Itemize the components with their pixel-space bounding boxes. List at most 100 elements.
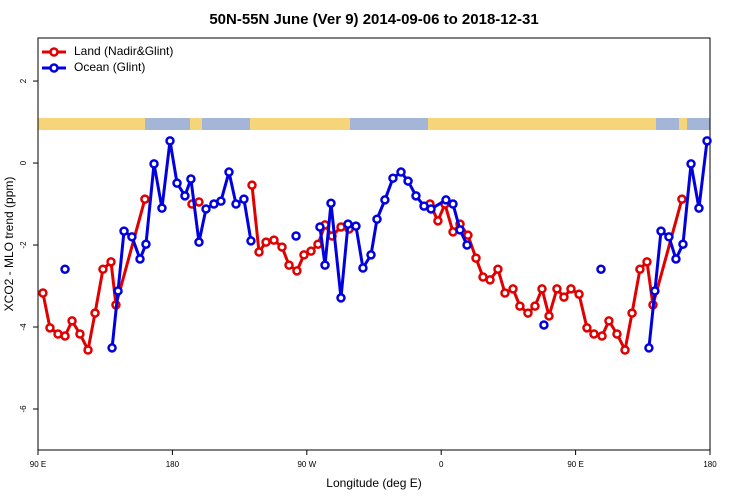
data-point [180,191,190,201]
data-point [247,180,257,190]
data-point [702,136,712,146]
data-point [67,316,77,326]
legend-label: Ocean (Glint) [74,60,145,74]
data-point [315,222,325,232]
data-point [336,293,346,303]
data-point [671,254,681,264]
data-point [127,232,137,242]
data-point [462,240,472,250]
data-point [246,236,256,246]
data-point [106,257,116,267]
y-tick-label: -6 [19,405,28,413]
data-point [485,275,495,285]
data-point [98,264,108,274]
data-point [320,260,330,270]
data-point [149,159,159,169]
data-point [530,301,540,311]
data-point [201,204,211,214]
data-point [508,284,518,294]
series [60,136,712,353]
data-point [455,225,465,235]
data-point [388,173,398,183]
data-point [141,239,151,249]
data-point [261,237,271,247]
data-point [426,204,436,214]
series-line [318,170,469,300]
data-point [157,203,167,213]
x-tick-label: 90 E [30,460,46,469]
chart-title: 50N-55N June (Ver 9) 2014-09-06 to 2018-… [209,11,538,28]
data-point [396,167,406,177]
data-point [372,214,382,224]
data-point [194,237,204,247]
data-point [358,263,368,273]
data-point [566,284,576,294]
data-point [292,266,302,276]
data-point [119,226,129,236]
data-point [306,246,316,256]
data-point [60,264,70,274]
data-point [107,343,117,353]
x-tick-label: 90 W [297,460,316,469]
legend-label: Land (Nadir&Glint) [74,44,173,58]
data-point [172,178,182,188]
data-point [664,232,674,242]
data-point [165,136,175,146]
data-point [515,301,525,311]
legend-marker [49,63,59,73]
data-point [277,242,287,252]
data-point [90,308,100,318]
y-axis-label: XCO2 - MLO trend (ppm) [2,177,16,312]
land-mask-strip [38,118,710,130]
data-point [650,286,660,296]
data-point [83,345,93,355]
data-point [635,264,645,274]
data-point [582,323,592,333]
data-point [678,239,688,249]
data-point [239,194,249,204]
data-point [441,195,451,205]
data-point [269,235,279,245]
data-point [299,250,309,260]
data-point [552,284,562,294]
data-point [612,329,622,339]
series-line [647,140,709,349]
data-point [597,331,607,341]
data-point [194,197,204,207]
data-point [589,329,599,339]
series-line [428,198,684,352]
data-point [291,231,301,241]
data-point [627,308,637,318]
data-point [537,284,547,294]
data-point [186,174,196,184]
data-point [686,159,696,169]
data-point [38,288,48,298]
data-point [351,221,361,231]
data-point [694,203,704,213]
data-point [620,345,630,355]
data-point [448,199,458,209]
x-tick-label: 180 [703,460,717,469]
data-point [544,311,554,321]
data-point [343,219,353,229]
data-point [523,308,533,318]
data-point [574,289,584,299]
data-point [45,323,55,333]
data-point [677,194,687,204]
data-point [135,254,145,264]
data-point [493,264,503,274]
data-point [254,247,264,257]
data-point [433,216,443,226]
data-point [326,198,336,208]
data-point [596,264,606,274]
series [38,180,687,355]
x-tick-label: 0 [439,460,444,469]
data-point [500,288,510,298]
data-point [471,253,481,263]
data-point [644,343,654,353]
data-point [224,167,234,177]
data-point [642,257,652,267]
data-point [463,230,473,240]
data-point [366,250,376,260]
